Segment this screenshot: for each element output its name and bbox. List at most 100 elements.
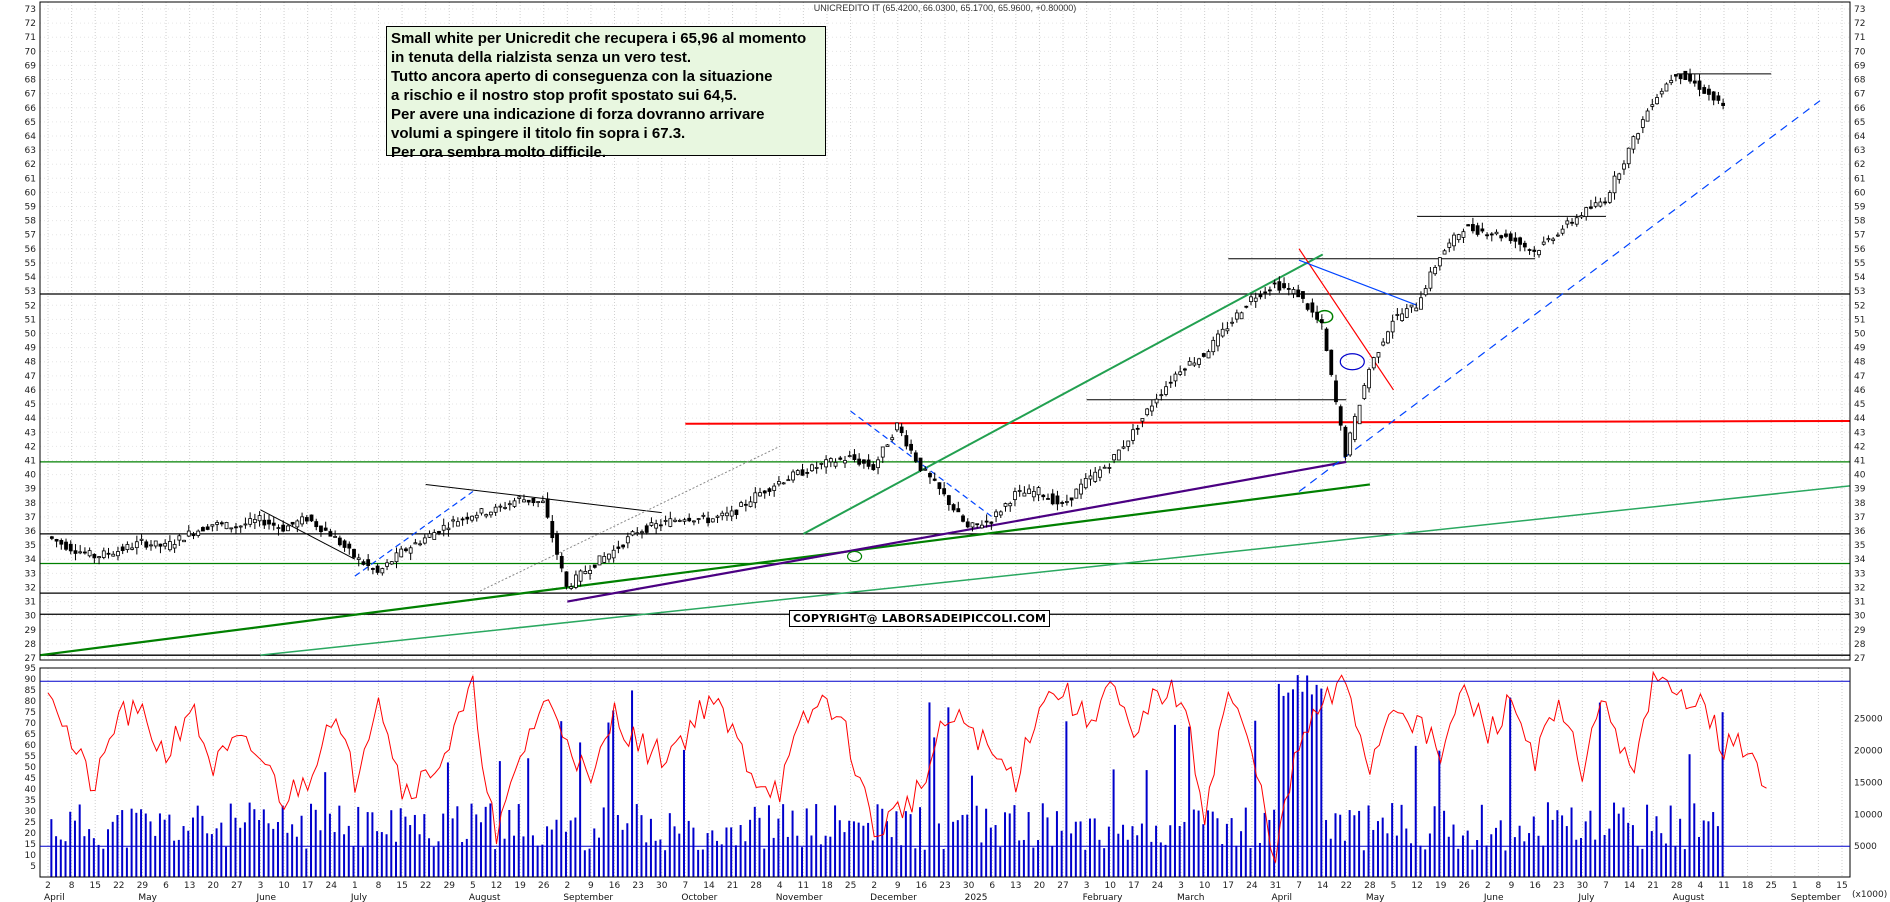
volume-bar: [1453, 825, 1455, 877]
volume-bar: [1646, 805, 1648, 877]
volume-bar: [1023, 840, 1025, 877]
volume-bar: [527, 758, 529, 877]
y-tick-left: 36: [25, 527, 37, 537]
candle-body: [310, 515, 313, 521]
candle-body: [664, 520, 667, 521]
candle-body: [640, 532, 643, 533]
y-tick-right: 67: [1854, 90, 1865, 100]
candle-body: [371, 568, 374, 569]
candle-body: [1094, 472, 1097, 481]
candle-body: [787, 480, 790, 481]
volume-bar: [1419, 846, 1421, 877]
candle-body: [508, 504, 511, 505]
candle-body: [1632, 137, 1635, 150]
x-month-label: March: [1177, 893, 1204, 902]
volume-bar: [1245, 808, 1247, 877]
candle-body: [1415, 308, 1418, 311]
ind-tick-left: 15: [25, 840, 36, 850]
volume-bar: [1136, 835, 1138, 877]
volume-bar: [782, 804, 784, 877]
candle-body: [947, 496, 950, 505]
candle-body: [1599, 202, 1602, 206]
candle-body: [1401, 314, 1404, 321]
note-line: volumi a spingere il titolo fin sopra i …: [391, 124, 821, 143]
candle-body: [626, 537, 629, 543]
candle-body: [353, 549, 356, 557]
volume-bar: [504, 839, 506, 877]
candle-body: [1372, 358, 1375, 368]
candle-body: [560, 556, 563, 568]
x-month-label: April: [44, 893, 65, 902]
candle-body: [678, 520, 681, 521]
candle-body: [1608, 193, 1611, 203]
candle-body: [1061, 502, 1064, 503]
y-tick-right: 33: [1854, 569, 1865, 579]
candle-body: [1674, 75, 1677, 77]
candle-body: [173, 544, 176, 548]
volume-bar: [1264, 813, 1266, 877]
ind-tick-left: 20: [25, 829, 37, 839]
x-month-label: February: [1083, 893, 1124, 902]
y-tick-left: 59: [25, 203, 37, 213]
volume-bar: [598, 838, 600, 877]
volume-bar: [1670, 806, 1672, 877]
volume-bar: [1193, 810, 1195, 877]
y-tick-right: 37: [1854, 513, 1865, 523]
y-tick-left: 49: [25, 344, 37, 354]
volume-bar: [900, 845, 902, 877]
candle-body: [201, 527, 204, 531]
volume-bar: [1509, 698, 1511, 877]
candle-body: [1349, 433, 1352, 455]
candle-body: [1622, 164, 1625, 169]
volume-bar: [1080, 821, 1082, 877]
volume-bar: [674, 826, 676, 877]
candle-body: [1386, 332, 1389, 343]
volume-bar: [244, 822, 246, 877]
candle-body: [522, 500, 525, 502]
y-tick-right: 68: [1854, 76, 1866, 86]
y-tick-left: 41: [25, 456, 36, 466]
volume-bar: [348, 826, 350, 877]
volume-bar: [159, 813, 161, 877]
volume-bar: [556, 820, 558, 877]
volume-bar: [390, 810, 392, 877]
volume-bar: [1216, 818, 1218, 877]
candle-body: [551, 521, 554, 537]
x-day-label: 31: [1270, 881, 1281, 891]
volume-bar: [1391, 803, 1393, 877]
volume-bar: [1004, 812, 1006, 877]
candle-body: [834, 462, 837, 466]
volume-bar: [1259, 843, 1261, 877]
ind-tick-left: 80: [25, 697, 37, 707]
candle-body: [1160, 395, 1163, 396]
y-tick-right: 62: [1854, 160, 1865, 170]
volume-bar: [1113, 769, 1115, 877]
candle-body: [1306, 304, 1309, 310]
y-tick-left: 51: [25, 315, 36, 325]
volume-bar: [881, 809, 883, 877]
volume-bar: [683, 750, 685, 877]
volume-bar: [664, 850, 666, 877]
candle-body: [924, 469, 927, 470]
candle-body: [145, 542, 148, 547]
candle-body: [532, 498, 535, 502]
candle-body: [65, 542, 68, 549]
volume-bar: [480, 822, 482, 877]
volume-bar: [947, 707, 949, 877]
volume-bar: [362, 847, 364, 877]
candle-body: [1113, 455, 1116, 460]
candle-body: [98, 557, 101, 558]
candle-body: [617, 547, 620, 549]
y-tick-right: 31: [1854, 598, 1865, 608]
x-day-label: 17: [1128, 881, 1139, 891]
analysis-note: Small white per Unicredit che recupera i…: [386, 26, 826, 156]
volume-bar: [145, 814, 147, 877]
volume-bar: [1146, 770, 1148, 877]
candle-body: [1717, 96, 1720, 101]
volume-bar: [258, 820, 260, 877]
volume-bar: [93, 838, 95, 877]
x-day-label: 9: [588, 881, 594, 891]
candle-body: [1146, 409, 1149, 415]
volume-bar: [1608, 829, 1610, 877]
candle-body: [154, 541, 157, 546]
